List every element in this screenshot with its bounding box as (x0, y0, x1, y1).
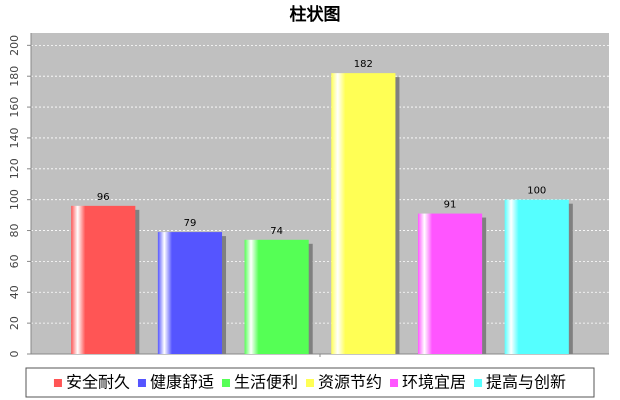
value-label: 91 (444, 200, 457, 211)
y-tick-label: 0 (8, 351, 21, 358)
legend-swatch (137, 379, 146, 387)
legend-swatch (53, 379, 62, 387)
legend-label: 健康舒适 (150, 374, 214, 392)
legend-label: 资源节约 (318, 374, 382, 392)
bar (331, 73, 396, 354)
y-tick-label: 100 (8, 189, 21, 210)
legend-label: 提高与创新 (486, 374, 566, 392)
y-tick-label: 160 (8, 97, 21, 118)
y-tick-label: 140 (8, 127, 21, 148)
y-tick-label: 80 (8, 224, 21, 238)
value-label: 182 (354, 59, 373, 70)
legend-swatch (221, 379, 230, 387)
bar (244, 239, 309, 354)
y-tick-label: 120 (8, 158, 21, 179)
legend-swatch (474, 379, 483, 387)
legend-swatch (390, 379, 399, 387)
chart-title: 柱状图 (290, 4, 341, 25)
legend-swatch (306, 379, 314, 387)
y-tick-label: 40 (8, 285, 21, 299)
y-tick-label: 200 (8, 35, 21, 56)
y-tick-label: 180 (8, 66, 21, 87)
value-label: 74 (270, 226, 283, 237)
bar (71, 205, 136, 354)
legend-label: 环境宜居 (402, 373, 466, 392)
bar (417, 213, 483, 354)
y-tick-label: 20 (8, 316, 21, 330)
legend-label: 安全耐久 (66, 374, 130, 392)
legend-label: 生活便利 (234, 374, 298, 392)
bar (504, 199, 569, 354)
y-tick-label: 60 (8, 254, 21, 268)
bar (157, 232, 223, 354)
value-label: 79 (184, 218, 197, 229)
value-label: 100 (527, 186, 546, 197)
value-label: 96 (97, 192, 110, 203)
